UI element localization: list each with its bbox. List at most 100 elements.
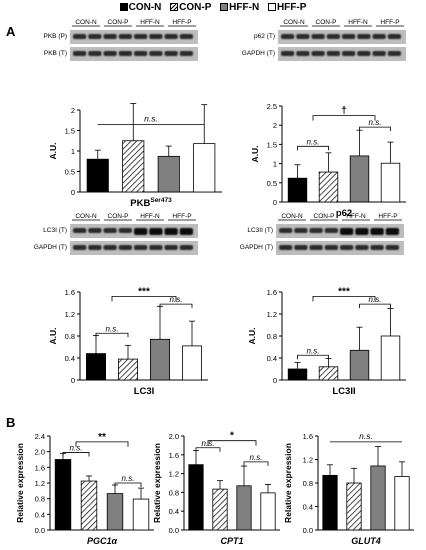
- blot-band: [355, 228, 369, 235]
- blot-row-label: LC3I (T): [43, 227, 67, 234]
- y-tick-label: 1.2: [65, 310, 75, 319]
- blot-row-label: GAPDH (T): [240, 244, 273, 251]
- y-tick-label: 0.8: [65, 332, 75, 341]
- y-tick-label: 0: [273, 376, 277, 385]
- blot-band: [179, 34, 193, 39]
- sig-bracket: [359, 126, 391, 132]
- y-tick-label: 0.4: [65, 354, 75, 363]
- y-tick-label: 1.2: [35, 479, 45, 488]
- x-axis-label: CPT1: [220, 536, 243, 546]
- legend-item-hff-n: HFF-N: [220, 2, 259, 13]
- blot-band: [164, 51, 178, 56]
- blot-header-label: HFF-N: [140, 213, 160, 220]
- blot-band: [164, 245, 178, 250]
- sig-label: n.s.: [70, 443, 83, 452]
- y-tick-label: 2: [71, 106, 75, 115]
- blot-band: [326, 51, 340, 56]
- y-axis-label: A.U.: [250, 146, 260, 163]
- blot-band: [118, 51, 132, 56]
- bar-hff-n: [349, 155, 370, 203]
- sig-bracket: [195, 447, 221, 452]
- panel-label-b: B: [6, 415, 15, 430]
- chart-title-main: PKB: [130, 198, 150, 209]
- blot-row-label: GAPDH (T): [242, 50, 275, 57]
- sig-label: n.s.: [250, 453, 263, 462]
- sig-label: n.s.: [307, 346, 320, 355]
- bar-hff-p: [193, 143, 216, 193]
- bar-con-p: [80, 480, 98, 531]
- sig-label: n.s.: [359, 431, 373, 441]
- chart-p62: 0 0.5 1 1.5 2 2.5 A.U. n.s. n.s. † p62: [250, 102, 406, 219]
- blot-band: [372, 34, 386, 39]
- chart-lc3i: 00.40.81.21.6A.U. n.s.n.s.***LC3I: [48, 286, 208, 397]
- blot-header-label: CON-N: [75, 213, 97, 220]
- y-tick-label: 0: [71, 376, 75, 385]
- y-tick-label: 0.8: [267, 332, 277, 341]
- sig-group-label: ***: [338, 286, 350, 297]
- blot-band: [149, 51, 163, 56]
- blot-band: [88, 51, 102, 56]
- bar-hff-p: [380, 335, 401, 381]
- blot-band: [309, 228, 323, 233]
- y-tick-label: 1.6: [169, 451, 179, 460]
- chart-cpt1: 0.0 0.4 0.8 1.2 1.6 2.0 Relative expression n.s…: [152, 431, 280, 546]
- blot-band: [103, 245, 117, 250]
- blot-row-label: PKB (T): [44, 50, 67, 57]
- bar-hff-n: [370, 465, 386, 531]
- blot-band: [118, 34, 132, 39]
- y-axis-label: Relative expression: [152, 443, 162, 523]
- sig-group-bracket: [312, 296, 376, 302]
- legend-swatch: [170, 3, 179, 11]
- blot-band: [134, 51, 148, 56]
- y-tick-label: 2.4: [35, 432, 45, 441]
- blot-band: [103, 228, 117, 233]
- blot-band: [357, 51, 371, 56]
- blot-band: [103, 34, 117, 39]
- chart-title: p62: [336, 208, 352, 219]
- blot-p62: CON-N CON-P HFF-N HFF-P p62 (T) GAPDH (T): [242, 19, 406, 61]
- blot-band: [372, 51, 386, 56]
- blot-band: [311, 51, 325, 56]
- y-tick-label: 1.5: [65, 127, 75, 136]
- blot-band: [387, 34, 401, 39]
- bar-hff-n: [106, 493, 124, 531]
- bar-con-n: [86, 158, 109, 193]
- blot-header-label: CON-P: [108, 213, 129, 220]
- blot-lc3i: CON-N CON-P HFF-N HFF-P LC3I (T) GAPDH (T): [34, 213, 198, 255]
- y-tick-label: 2.0: [169, 432, 179, 441]
- blot-band: [296, 34, 310, 39]
- y-tick-label: 0.5: [267, 179, 277, 188]
- blot-band: [179, 51, 193, 56]
- y-tick-label: 0.5: [65, 168, 75, 177]
- blot-band: [324, 228, 338, 233]
- x-axis-label: GLUT4: [351, 536, 381, 546]
- y-tick-label: 0.8: [303, 479, 313, 488]
- chart-title-main: p62: [336, 208, 352, 219]
- blot-header-label: HFF-N: [346, 213, 366, 220]
- y-tick-label: 0: [273, 198, 277, 207]
- sig-bracket: [62, 452, 90, 457]
- sig-bracket: [114, 482, 142, 487]
- blot-band: [294, 228, 308, 233]
- sig-label: n.s.: [369, 118, 382, 127]
- bar-hff-p: [260, 492, 276, 531]
- bar-con-n: [54, 459, 72, 531]
- y-axis-label: Relative expression: [283, 443, 293, 523]
- y-tick-label: 1: [71, 147, 75, 156]
- blot-band: [294, 245, 308, 250]
- y-tick-label: 2.0: [35, 448, 45, 457]
- blot-header-label: CON-P: [314, 213, 335, 220]
- chart-pkb: 0 0.5 1 1.5 2 A.U. n.s. PKBSer473: [48, 103, 222, 209]
- legend-label: HFF-P: [276, 2, 307, 13]
- sig-group-bracket: [312, 115, 376, 121]
- blot-band: [279, 228, 293, 233]
- blot-row-label: p62 (T): [254, 33, 275, 40]
- blot-band: [370, 228, 384, 235]
- blot-header-label: HFF-P: [172, 19, 191, 26]
- legend-label: HFF-N: [229, 2, 260, 13]
- blot-band: [385, 228, 399, 235]
- chart-title-main: LC3I: [134, 386, 155, 397]
- sig-label: n.s.: [144, 113, 158, 123]
- blot-band: [281, 51, 295, 56]
- chart-title: LC3I: [134, 386, 155, 397]
